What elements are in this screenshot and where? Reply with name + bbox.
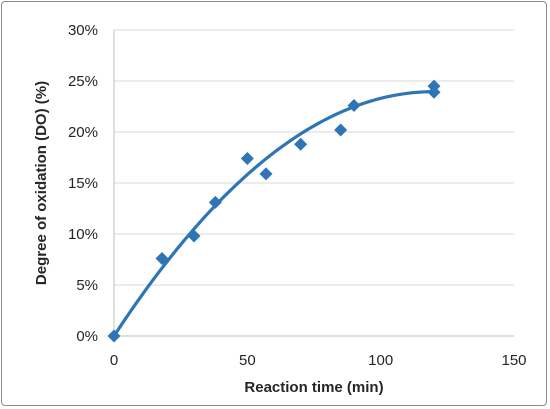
x-tick-label: 50: [239, 352, 256, 369]
x-tick-label: 150: [501, 352, 526, 369]
x-tick-label: 0: [110, 352, 118, 369]
data-point: [107, 329, 121, 343]
y-tick-label: 15%: [68, 175, 98, 192]
y-tick-labels: 0% 5% 10% 15% 20% 25% 30%: [68, 22, 98, 345]
y-tick-label: 25%: [68, 73, 98, 90]
x-tick-labels: 0 50 100 150: [110, 352, 527, 369]
y-axis-title: Degree of oxidation (DO) (%): [33, 81, 50, 285]
y-tick-label: 10%: [68, 226, 98, 243]
data-point: [427, 85, 441, 99]
y-tick-label: 30%: [68, 22, 98, 39]
data-points: [107, 79, 441, 343]
y-tick-label: 20%: [68, 124, 98, 141]
data-point: [259, 167, 273, 181]
data-point: [240, 152, 254, 166]
gridlines: [114, 29, 514, 286]
axes: [113, 30, 514, 337]
y-tick-label: 0%: [76, 328, 98, 345]
y-tick-label: 5%: [76, 277, 98, 294]
x-axis-title: Reaction time (min): [244, 379, 383, 396]
data-point: [347, 98, 361, 112]
data-point: [208, 195, 222, 209]
trendline-group: [112, 90, 436, 338]
data-point: [155, 251, 169, 265]
data-point: [187, 229, 201, 243]
data-point: [334, 123, 348, 137]
trendline: [112, 90, 436, 338]
data-point: [294, 137, 308, 151]
x-tick-label: 100: [368, 352, 393, 369]
